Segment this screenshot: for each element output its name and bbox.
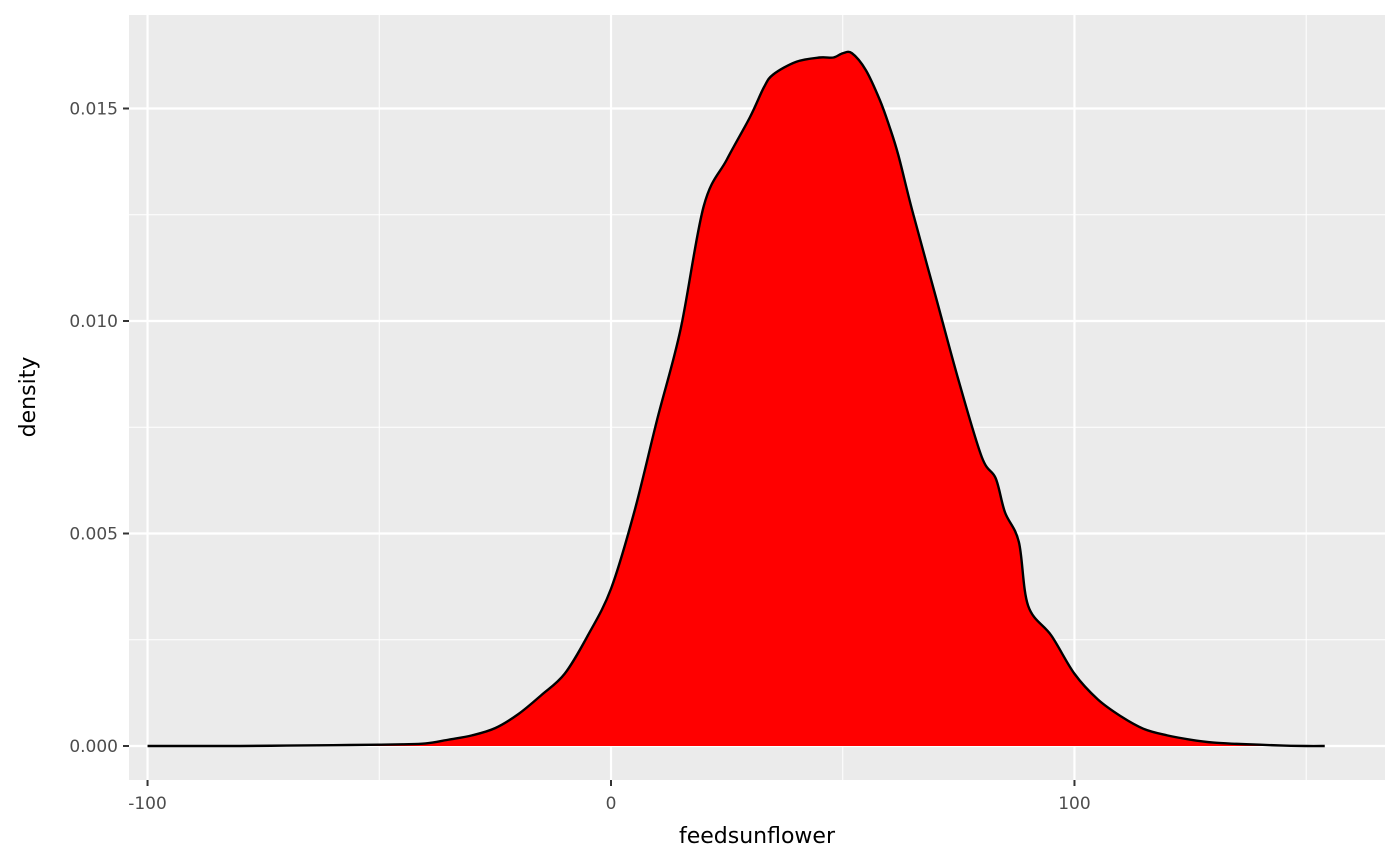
x-axis-ticks: -100 0 100 [128, 780, 1091, 814]
y-axis-title: density [16, 357, 41, 438]
y-tick-label: 0.005 [69, 525, 118, 545]
y-tick-label: 0.010 [69, 312, 118, 332]
y-tick-label: 0.000 [69, 737, 118, 757]
density-series [147, 50, 1325, 748]
x-tick-label: -100 [128, 794, 167, 814]
y-tick-label: 0.015 [69, 100, 118, 120]
density-outline [147, 50, 1325, 748]
x-axis-title: feedsunflower [679, 824, 836, 849]
x-tick-label: 100 [1058, 794, 1090, 814]
y-axis-ticks: 0.000 0.005 0.010 0.015 [69, 100, 129, 757]
density-area [147, 51, 1325, 747]
x-tick-label: 0 [606, 794, 617, 814]
